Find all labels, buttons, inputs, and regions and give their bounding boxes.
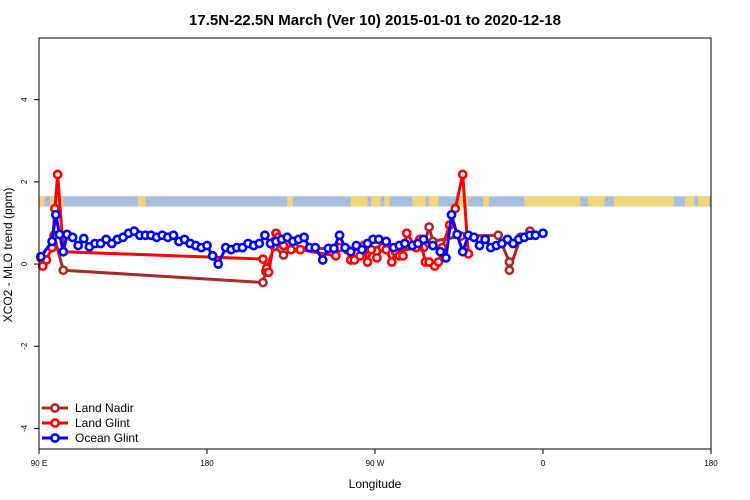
x-axis-label: Longitude: [349, 477, 402, 491]
data-point: [433, 257, 444, 267]
legend-swatch-marker: [50, 418, 60, 428]
legend-label: Land Glint: [75, 416, 130, 430]
data-point: [381, 236, 392, 247]
data-point: [401, 228, 412, 239]
land-span: [371, 196, 381, 207]
data-point: [504, 265, 515, 276]
data-point: [457, 246, 468, 257]
y-axis-label: XCO2 - MLO trend (ppm): [1, 188, 15, 323]
data-point: [207, 250, 218, 261]
land-span: [684, 196, 695, 207]
data-point: [530, 230, 541, 241]
data-point: [345, 246, 356, 257]
data-point: [310, 242, 321, 253]
data-point: [73, 240, 84, 251]
data-point: [493, 230, 504, 241]
data-point: [295, 244, 306, 255]
data-point: [58, 265, 69, 276]
data-point: [504, 257, 515, 267]
data-point: [398, 250, 408, 261]
data-point: [52, 169, 63, 180]
series-layer: [35, 169, 548, 288]
x-tick-label: 90 E: [31, 459, 47, 468]
data-point: [330, 250, 341, 261]
data-point: [424, 222, 435, 232]
data-point: [334, 230, 345, 241]
y-tick-label: -4: [20, 424, 29, 432]
legend-swatch-marker: [50, 403, 60, 413]
land-span: [697, 196, 710, 207]
data-point: [213, 259, 224, 269]
land-mask-band: [39, 196, 711, 207]
data-point: [480, 234, 491, 245]
data-point: [357, 244, 367, 255]
data-point: [286, 244, 296, 255]
data-point: [441, 252, 451, 263]
data-point: [457, 169, 468, 180]
series-land-glint: [35, 169, 474, 278]
data-point: [538, 228, 548, 239]
data-point: [381, 244, 392, 255]
series-ocean-glint: [35, 209, 548, 269]
y-tick-label: -2: [20, 342, 29, 350]
y-tick-label: 0: [20, 261, 29, 266]
land-span: [137, 196, 146, 207]
data-point: [317, 255, 328, 265]
axes: 90 E 180 90 W 0 180 -4 -2 0 2 4: [20, 97, 718, 468]
land-span: [412, 196, 426, 207]
data-point: [329, 243, 339, 254]
data-point: [373, 234, 384, 245]
x-tick-label: 0: [541, 459, 546, 468]
data-point: [58, 246, 69, 257]
data-point: [446, 209, 457, 220]
data-point: [452, 229, 463, 240]
data-point: [50, 209, 61, 220]
chart-title: 17.5N-22.5N March (Ver 10) 2015-01-01 to…: [189, 12, 561, 29]
data-point: [254, 238, 265, 249]
data-point: [386, 257, 397, 267]
data-point: [78, 233, 89, 244]
x-tick-label: 180: [704, 459, 718, 468]
data-point: [168, 230, 179, 241]
data-point: [418, 234, 429, 245]
data-point: [263, 267, 274, 278]
data-point: [469, 232, 479, 243]
data-point: [427, 240, 438, 251]
land-span: [429, 196, 439, 207]
data-point: [278, 250, 289, 260]
land-span: [613, 196, 674, 207]
land-span: [39, 196, 45, 207]
data-point: [435, 246, 446, 257]
data-point: [258, 254, 268, 265]
y-tick-label: 4: [20, 97, 29, 102]
x-tick-label: 180: [200, 459, 214, 468]
data-point: [299, 232, 309, 243]
data-point: [202, 240, 212, 251]
data-point: [399, 238, 410, 249]
data-point: [259, 230, 270, 241]
land-span: [287, 196, 293, 207]
legend-swatch-marker: [50, 433, 60, 443]
land-span: [483, 196, 489, 207]
y-tick-label: 2: [20, 179, 29, 184]
data-point: [47, 236, 57, 247]
legend-label: Land Nadir: [75, 401, 134, 415]
land-span: [350, 196, 368, 207]
data-point: [258, 277, 268, 288]
legend-label: Ocean Glint: [75, 431, 139, 445]
land-span: [384, 196, 390, 207]
data-point: [474, 240, 485, 251]
x-tick-label: 90 W: [366, 459, 385, 468]
data-point: [54, 229, 65, 240]
land-span: [524, 196, 581, 207]
data-point: [35, 251, 46, 262]
land-span: [587, 196, 605, 207]
data-point: [67, 232, 78, 243]
data-point: [371, 252, 382, 263]
data-point: [362, 257, 373, 267]
